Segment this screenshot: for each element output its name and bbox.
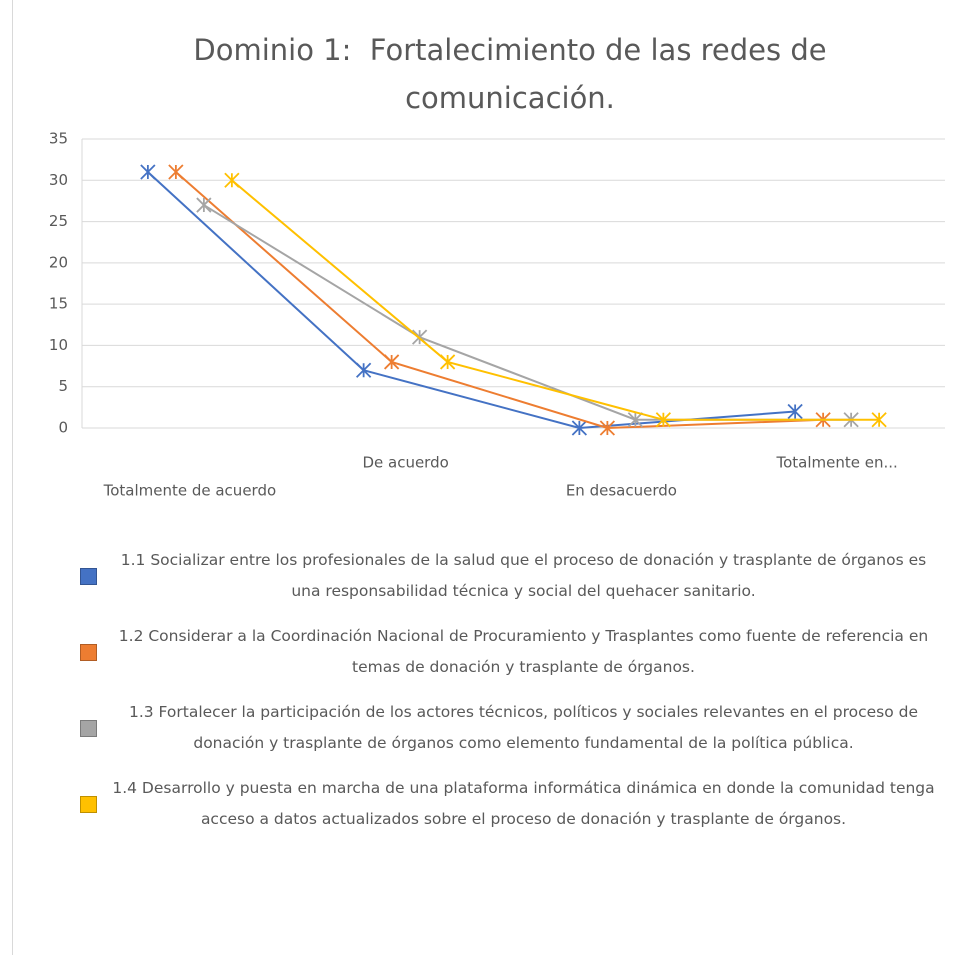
marker [383,354,400,370]
marker [599,420,616,436]
marker [627,412,644,428]
marker [168,164,184,180]
series-line [231,179,880,421]
marker [224,172,240,188]
x-tick-label: De acuerdo [362,454,448,472]
y-tick-label: 25 [49,212,68,230]
marker [871,412,887,428]
marker [355,362,372,378]
marker [655,412,672,428]
chart: 0 5 10 15 20 25 30 35 Totalmente de acuerdo De ac… [49,130,945,500]
y-tick-label: 15 [49,295,68,313]
y-tick-label: 0 [58,419,68,437]
legend-swatch [80,567,97,585]
legend-swatch [80,795,97,813]
legend-label: 1.2 Considerar a la Coordinación Naciona… [118,627,929,676]
frame [12,0,952,955]
legend-item: 1.3 Fortalecer la participación de los a… [80,697,940,759]
legend-item: 1.4 Desarrollo y puesta en marcha de una… [80,773,940,835]
marker [196,197,212,213]
marker [787,403,803,420]
series-line [147,171,796,430]
legend-swatch [80,719,97,737]
marker [571,420,588,436]
legend-item: 1.1 Socializar entre los profesionales d… [80,545,940,607]
x-tick-label: Totalmente en... [775,454,897,472]
y-tick-label: 30 [49,171,68,189]
x-tick-label: Totalmente de acuerdo [103,482,277,500]
chart-title: Dominio 1: Fortalecimiento de las redes … [193,33,836,115]
legend-swatch [80,643,97,661]
y-tick-label: 10 [49,336,68,354]
y-tick-label: 5 [58,377,68,395]
legend-label: 1.3 Fortalecer la participación de los a… [128,703,919,752]
legend-item: 1.2 Considerar a la Coordinación Naciona… [80,621,940,683]
y-tick-label: 20 [49,253,68,271]
legend-label: 1.4 Desarrollo y puesta en marcha de una… [112,779,935,828]
legend: 1.1 Socializar entre los profesionales d… [80,545,940,849]
marker [140,164,156,180]
legend-label: 1.1 Socializar entre los profesionales d… [120,551,927,600]
y-tick-label: 35 [49,130,68,148]
marker [439,354,456,370]
series-line [175,171,824,430]
x-tick-label: En desacuerdo [566,482,677,500]
